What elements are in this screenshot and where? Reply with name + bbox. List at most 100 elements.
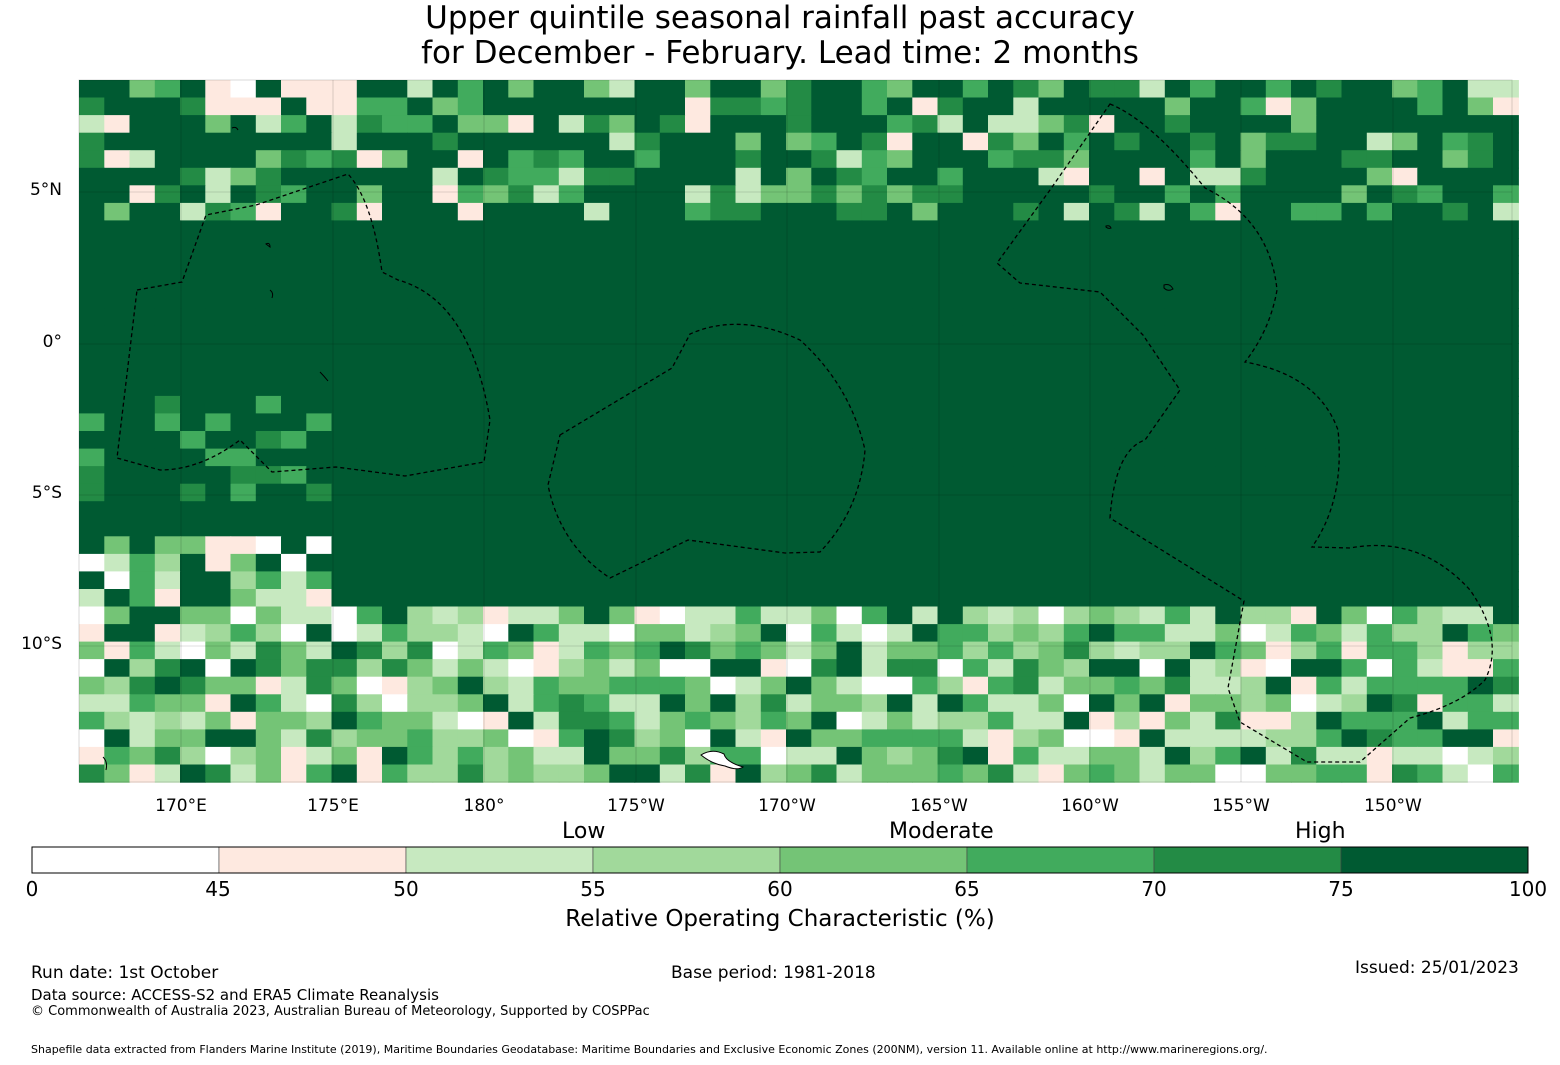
grid-cell (1341, 378, 1368, 397)
grid-cell (1190, 360, 1216, 379)
grid-cell (1467, 325, 1494, 344)
grid-cell (1442, 202, 1469, 222)
grid-cell (1366, 97, 1393, 116)
grid-cell (230, 518, 257, 537)
grid-cell (1366, 571, 1393, 590)
grid-cell (786, 150, 812, 169)
grid-cell (1089, 378, 1115, 397)
grid-cell (1139, 553, 1166, 573)
grid-cell (1392, 395, 1418, 415)
grid-cell (533, 325, 560, 344)
grid-cell (962, 255, 989, 274)
grid-cell (811, 571, 838, 590)
grid-cell (331, 431, 358, 450)
grid-cell (129, 132, 156, 151)
grid-cell (710, 694, 737, 713)
grid-cell (1442, 466, 1469, 485)
grid-cell (1417, 325, 1444, 344)
grid-cell (811, 150, 838, 169)
grid-cell (508, 238, 535, 257)
grid-cell (811, 483, 838, 502)
grid-cell (533, 97, 560, 116)
grid-cell (887, 360, 913, 379)
grid-cell (558, 185, 585, 204)
colorbar-segment (405, 846, 594, 874)
grid-cell (1190, 641, 1216, 660)
grid-cell (79, 395, 105, 415)
grid-cell (104, 764, 131, 783)
grid-cell (1139, 711, 1166, 730)
grid-cell (407, 185, 434, 204)
grid-cell (483, 624, 509, 643)
grid-cell (1417, 202, 1444, 222)
grid-cell (861, 501, 888, 520)
grid-cell (483, 606, 509, 625)
grid-cell (609, 589, 636, 608)
grid-cell (382, 764, 408, 783)
grid-cell (281, 483, 307, 502)
grid-cell (129, 589, 156, 608)
grid-cell (205, 395, 232, 415)
grid-cell (1291, 553, 1317, 573)
grid-cell (79, 413, 105, 432)
grid-cell (1316, 343, 1343, 362)
grid-cell (1392, 589, 1418, 608)
grid-cell (1467, 290, 1494, 309)
grid-cell (180, 641, 206, 660)
grid-cell (811, 589, 838, 608)
grid-cell (1291, 343, 1317, 362)
grid-cell (205, 360, 232, 379)
grid-cell (230, 325, 257, 344)
grid-cell (1417, 97, 1444, 116)
grid-cell (1467, 308, 1494, 327)
grid-cell (356, 483, 383, 502)
grid-cell (1467, 641, 1494, 660)
grid-cell (1265, 167, 1292, 186)
grid-cell (533, 589, 560, 608)
grid-cell (609, 325, 636, 344)
grid-cell (912, 238, 939, 257)
grid-cell (1265, 413, 1292, 432)
grid-cell (483, 518, 509, 537)
grid-cell (180, 238, 206, 257)
samoa-island-outline (700, 750, 745, 770)
grid-cell (306, 395, 333, 415)
grid-cell (1190, 431, 1216, 450)
grid-cell (710, 132, 737, 151)
grid-cell (1164, 483, 1191, 502)
grid-cell (79, 501, 105, 520)
grid-cell (1089, 150, 1115, 169)
grid-cell (508, 466, 535, 485)
grid-cell (356, 536, 383, 555)
grid-cell (1467, 167, 1494, 186)
grid-cell (407, 676, 434, 695)
grid-cell (1063, 571, 1090, 590)
grid-cell (1089, 185, 1115, 204)
grid-cell (1341, 308, 1368, 327)
grid-cell (1114, 729, 1141, 748)
grid-cell (1190, 80, 1216, 99)
grid-cell (988, 571, 1014, 590)
grid-cell (331, 150, 358, 169)
grid-cell (154, 343, 181, 362)
grid-cell (1366, 676, 1393, 695)
grid-cell (356, 202, 383, 222)
grid-cell (1366, 395, 1393, 415)
grid-cell (432, 483, 459, 502)
grid-cell (205, 80, 232, 99)
grid-cell (584, 395, 610, 415)
grid-cell (735, 448, 762, 467)
grid-cell (205, 220, 232, 239)
grid-cell (356, 553, 383, 573)
grid-cell (1291, 185, 1317, 204)
grid-cell (281, 729, 307, 748)
grid-cell (1114, 606, 1141, 625)
grid-cell (1063, 694, 1090, 713)
grid-cell (659, 466, 686, 485)
grid-cell (1190, 132, 1216, 151)
grid-cell (180, 501, 206, 520)
grid-cell (1190, 694, 1216, 713)
grid-cell (786, 431, 812, 450)
grid-cell (1366, 202, 1393, 222)
grid-cell (255, 220, 282, 239)
